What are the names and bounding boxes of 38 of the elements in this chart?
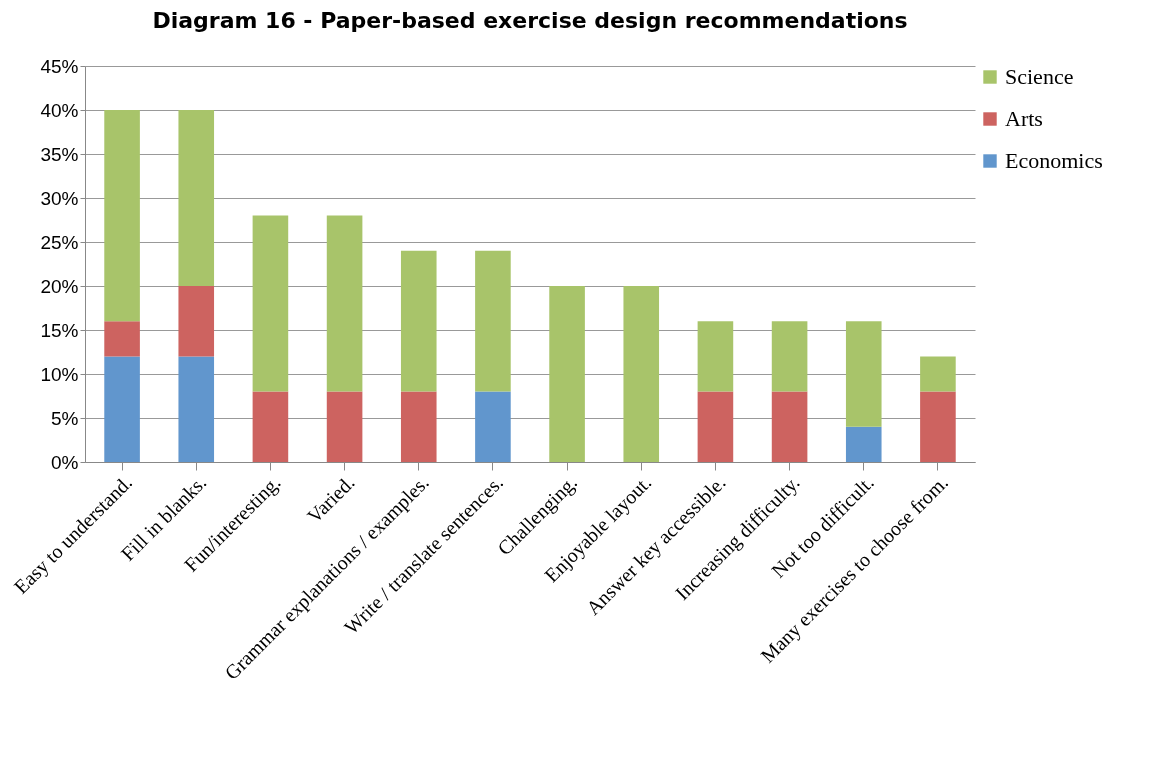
bar	[623, 286, 660, 462]
y-tick-label: 45%	[40, 55, 79, 77]
y-tick-label: 10%	[40, 363, 79, 385]
bar	[920, 356, 956, 392]
bar	[920, 391, 956, 462]
y-tick-label: 35%	[40, 143, 79, 165]
y-tick-label: 15%	[40, 319, 79, 341]
bar	[104, 356, 140, 462]
y-tick-label: 0%	[51, 451, 79, 473]
bar	[845, 321, 882, 427]
y-tick-label: 25%	[40, 231, 79, 253]
bar	[252, 215, 289, 392]
bar	[845, 426, 882, 462]
bar	[104, 321, 140, 357]
bar	[697, 321, 734, 392]
chart-title: Diagram 16 - Paper-based exercise design recommendations	[152, 8, 908, 33]
bar	[178, 286, 215, 357]
y-tick-label: 5%	[51, 407, 79, 429]
bar	[475, 391, 511, 462]
bar	[326, 391, 363, 462]
bar	[178, 110, 215, 286]
bar	[549, 286, 585, 462]
bar	[326, 215, 363, 392]
bar	[252, 391, 289, 462]
bar	[475, 250, 511, 392]
legend-label: Arts	[1005, 106, 1043, 131]
bar	[771, 391, 808, 462]
bar	[697, 391, 734, 462]
legend-label: Economics	[1005, 148, 1103, 173]
y-tick-label: 20%	[40, 275, 79, 297]
bar	[771, 321, 808, 392]
bar	[178, 356, 215, 462]
legend-label: Science	[1005, 64, 1074, 89]
bar	[104, 110, 140, 322]
bar	[400, 250, 437, 392]
y-tick-label: 30%	[40, 187, 79, 209]
bar	[400, 391, 437, 462]
y-tick-label: 40%	[40, 99, 79, 121]
